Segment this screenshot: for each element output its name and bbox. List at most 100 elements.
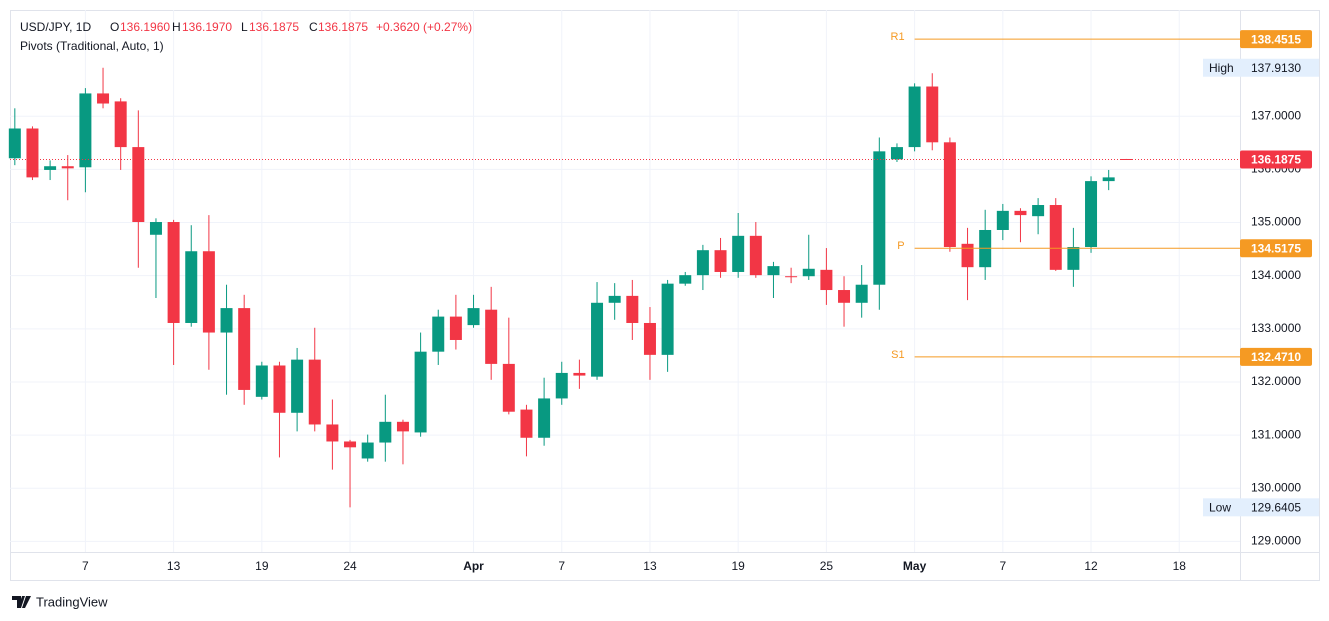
candle-body [626,295,639,323]
candle-body [61,166,74,169]
candle-body [855,284,868,303]
candle-body [344,441,357,448]
candle-body [520,409,533,438]
marks [8,38,1240,508]
x-tick-label: 19 [731,559,745,573]
x-tick-label: 19 [255,559,269,573]
candle-body [1085,181,1098,247]
candle-body [555,372,568,399]
y-tick-label: 134.0000 [1251,268,1301,282]
pivot-value: 134.5175 [1251,241,1301,255]
candle-body [1032,205,1045,217]
candle-body [749,235,762,276]
candle-body [361,442,374,459]
candle-body [996,210,1009,230]
candle-body [273,365,286,413]
y-tick-label: 129.0000 [1251,534,1301,548]
x-tick-label: 7 [558,559,565,573]
candle-body [149,222,162,235]
high-label: H [172,20,181,34]
high-value: 136.1970 [182,20,232,34]
candle-body [414,351,427,433]
candle-body [838,290,851,303]
candle-body [8,128,21,159]
candle-body [167,222,180,323]
extreme-name: Low [1209,501,1231,515]
candle-body [185,251,198,323]
x-tick-label: 18 [1173,559,1187,573]
open-label: O [110,20,119,34]
pivot-value: 132.4710 [1251,350,1301,364]
extreme-value: 137.9130 [1251,61,1301,75]
candle-body [44,166,57,170]
brand: TradingView [12,594,108,609]
candle-body [467,308,480,326]
candle-body [538,398,551,438]
candle-body [591,302,604,377]
candle-body [890,147,903,160]
candle-body [255,365,268,397]
candle-body [679,275,692,284]
x-tick-label: 24 [343,559,357,573]
candle-body [114,101,127,148]
candle-body [379,421,392,443]
last-price-tag [1240,150,1312,169]
y-tick-label: 137.0000 [1251,108,1301,122]
candle-body [79,93,92,168]
candle-body [202,251,215,333]
candle-body [1067,246,1080,270]
candle-body [308,359,321,425]
x-tick-label: 25 [820,559,834,573]
labels: 129.0000 130.0000 131.0000 132.0000 133.0000… [82,30,1319,573]
x-tick-label: Apr [463,559,484,573]
x-tick-label: 13 [167,559,181,573]
candle-body [432,316,445,352]
candle-body [608,295,621,303]
change: +0.3620 (+0.27%) [376,20,472,34]
extreme-tag [1203,58,1319,77]
pivot-name: P [897,240,904,252]
extreme-name: High [1209,61,1234,75]
candle-body [643,322,656,355]
symbol: USD/JPY, 1D [20,20,91,34]
candle-body [396,421,409,432]
pivot-value: 138.4515 [1251,32,1301,46]
candle-body [238,308,251,390]
y-tick-label: 131.0000 [1251,427,1301,441]
x-tick-label: 13 [643,559,657,573]
candle-body [326,424,339,442]
candle-body [26,128,39,178]
candle-body [961,243,974,268]
y-tick-label: 132.0000 [1251,374,1301,388]
low-value: 136.1875 [249,20,299,34]
pivot-tag [1240,347,1312,366]
pivot-name: S1 [891,349,904,361]
candle-body [291,359,304,413]
candle-body [1049,205,1062,270]
candle-body [873,151,886,285]
extreme-value: 129.6405 [1251,501,1301,515]
pivot-tag [1240,239,1312,258]
x-tick-label: 12 [1084,559,1098,573]
low-label: L [241,20,248,34]
candle-body [820,269,833,291]
candle-body [802,268,815,277]
candle-body [97,93,110,104]
last-price-value: 136.1875 [1251,153,1301,167]
header: USD/JPY, 1D O 136.1960 H 136.1970 L 136.… [20,20,472,53]
extreme-tag [1203,498,1319,517]
candle-body [1102,177,1115,182]
pivot-name: R1 [891,31,905,43]
close-value: 136.1875 [318,20,368,34]
candle-body [220,308,233,333]
logo [12,596,31,608]
candle-body [732,235,745,272]
candle-body [696,250,709,276]
candle-body [908,86,921,148]
x-tick-label: 7 [999,559,1006,573]
y-tick-label: 133.0000 [1251,321,1301,335]
close-label: C [309,20,318,34]
pivot-tag [1240,30,1312,49]
brand-name: TradingView [36,594,108,609]
